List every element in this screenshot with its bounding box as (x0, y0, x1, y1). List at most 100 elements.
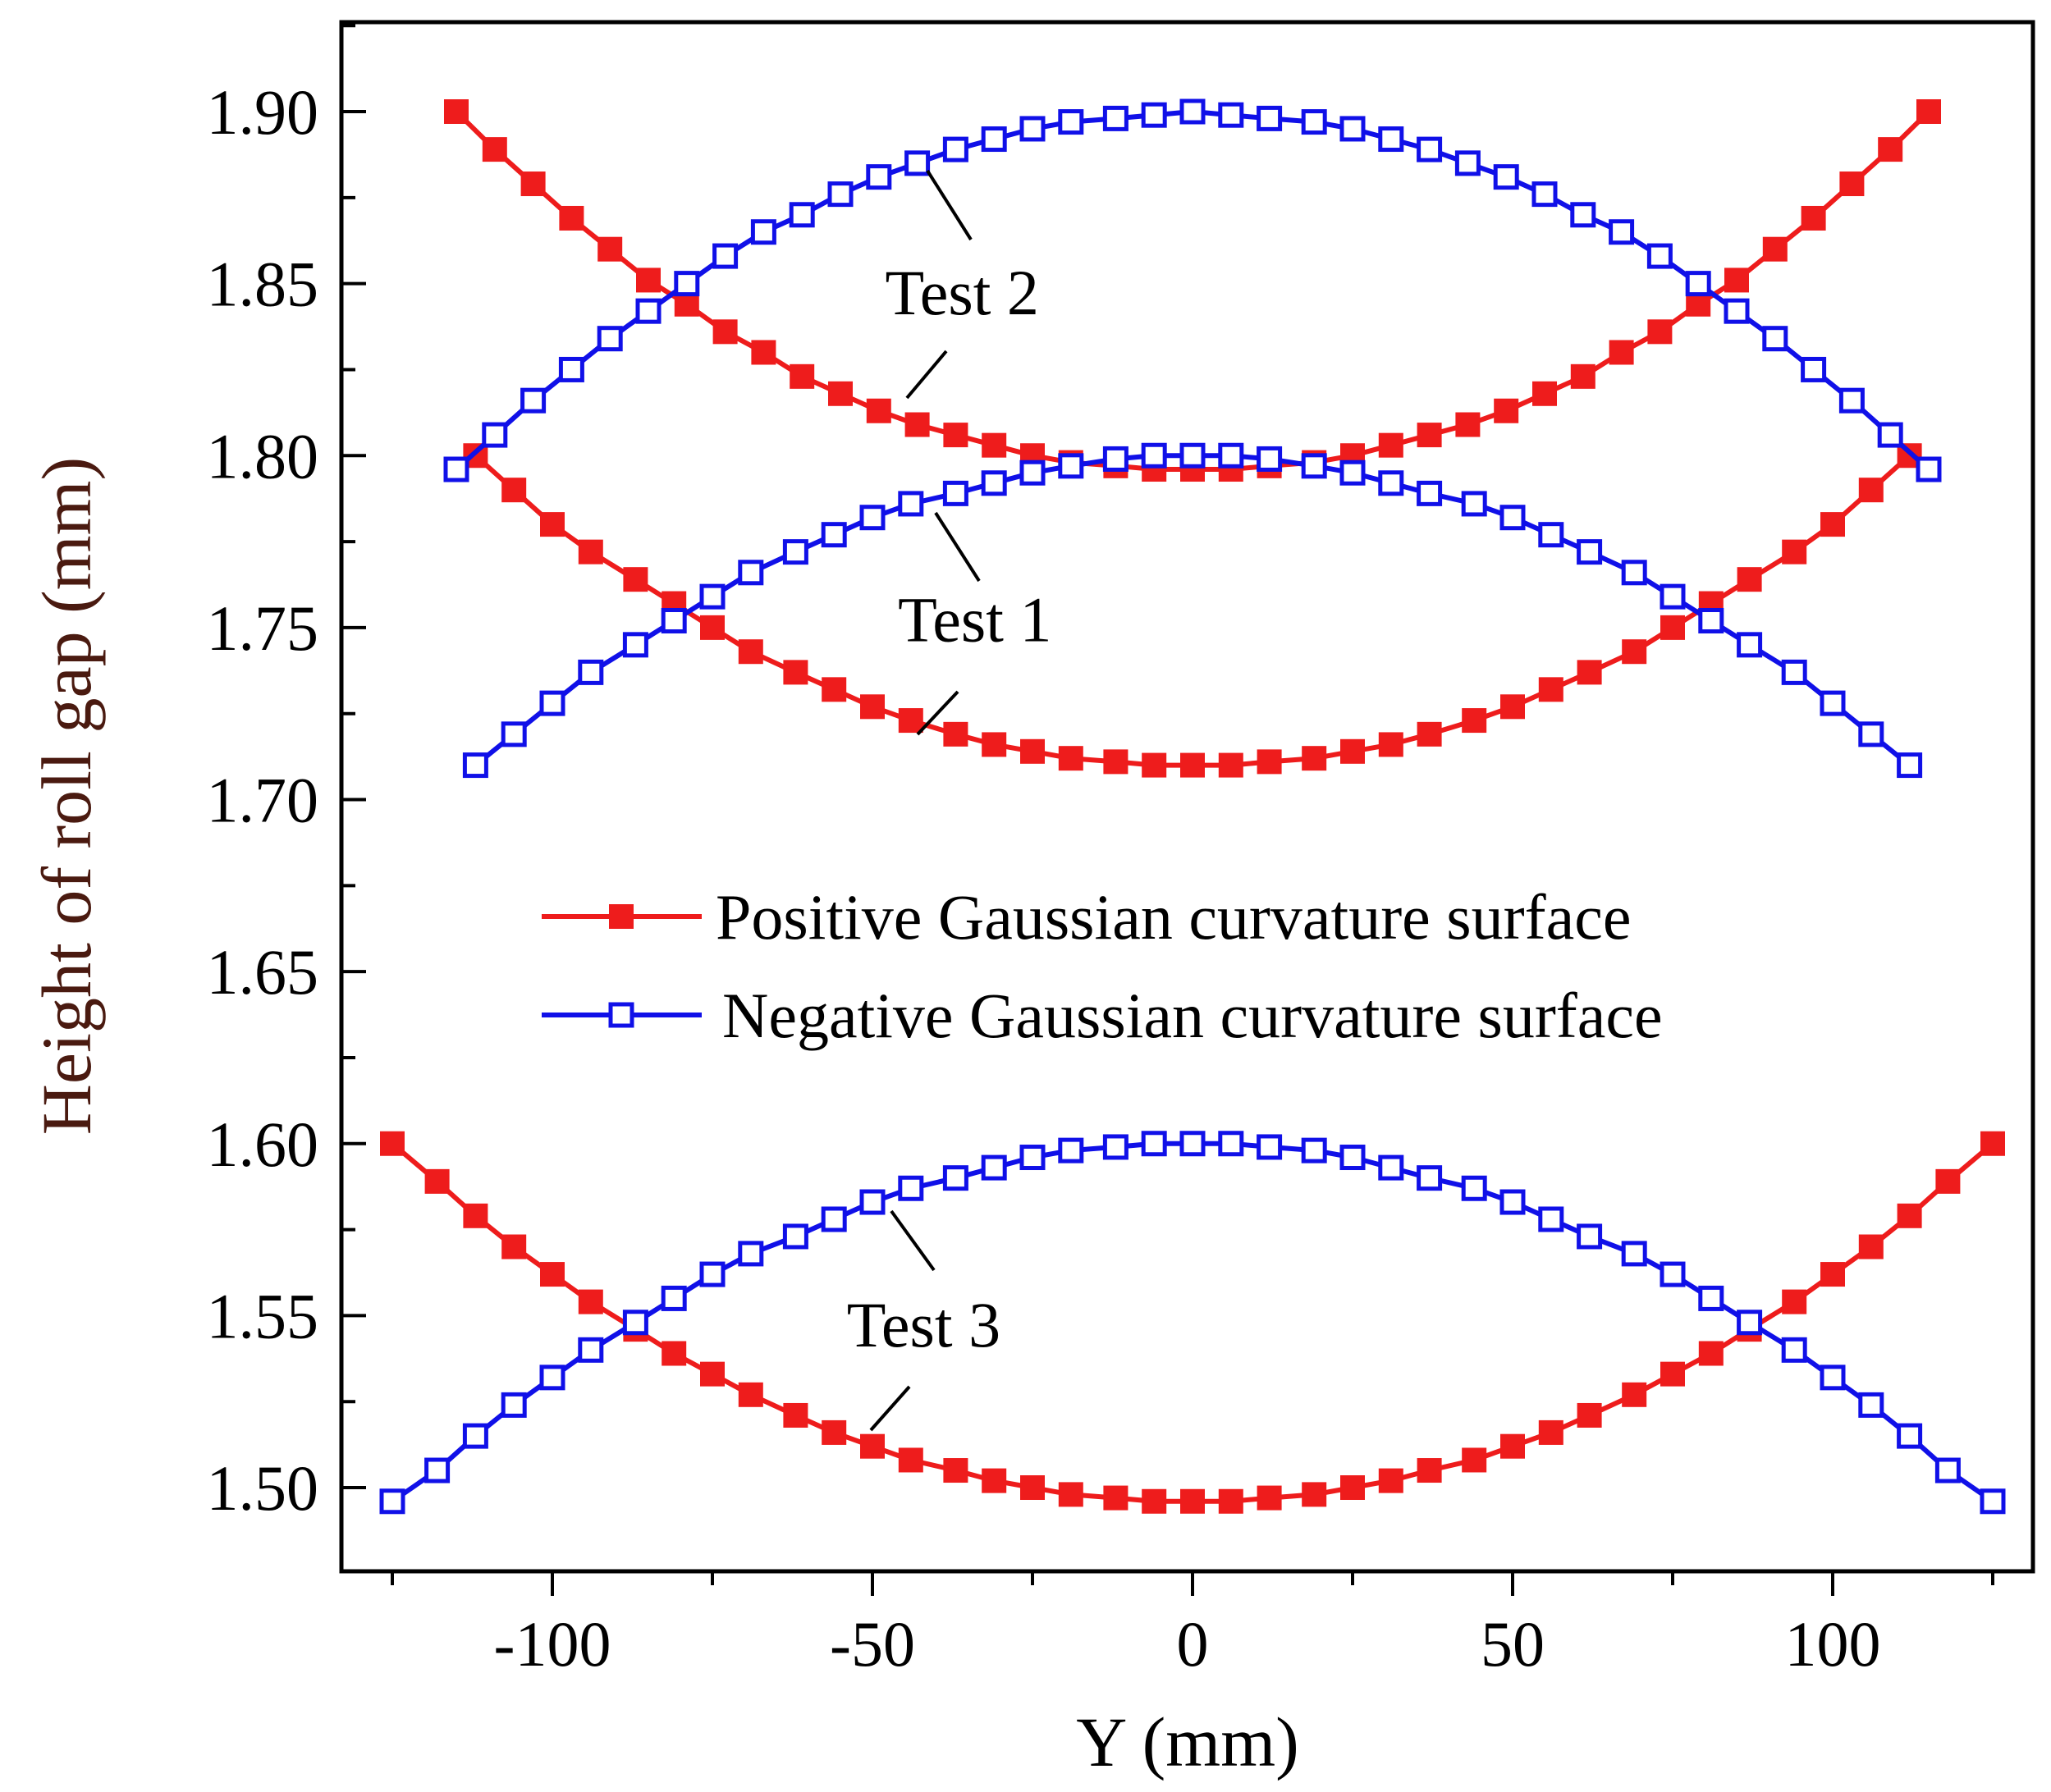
data-point (1570, 363, 1595, 389)
data-point (1218, 1131, 1244, 1157)
data-point (1577, 1223, 1603, 1250)
data-point (501, 1234, 527, 1259)
data-point (750, 219, 776, 245)
data-point (1103, 1485, 1129, 1511)
data-point (981, 1154, 1007, 1181)
data-point (1058, 453, 1084, 479)
y-tick-label: 1.80 (207, 420, 319, 491)
y-tick-label: 1.85 (207, 249, 319, 320)
data-point (1462, 708, 1487, 734)
data-point (578, 659, 604, 685)
data-point (821, 522, 847, 548)
data-point (789, 202, 815, 228)
annotation-2: Test 1 (898, 511, 1051, 736)
data-point (622, 632, 648, 658)
y-tick-label: 1.50 (207, 1452, 319, 1524)
data-point (700, 1361, 725, 1387)
data-point (1762, 236, 1788, 262)
minor-tick-group (341, 24, 1994, 1585)
data-point (1698, 1341, 1724, 1366)
data-point (1019, 459, 1046, 486)
data-point (1820, 1262, 1845, 1287)
data-point (898, 1447, 923, 1473)
data-point (822, 677, 847, 702)
data-point (1058, 746, 1083, 771)
data-point (1532, 381, 1557, 406)
data-point (1724, 267, 1749, 293)
data-point (942, 136, 968, 162)
data-point (1935, 1168, 1961, 1194)
data-point (1531, 181, 1558, 208)
y-tick-label: 1.70 (207, 765, 319, 836)
data-point (1781, 1337, 1807, 1363)
data-point (1257, 446, 1283, 472)
x-tick-label: -50 (830, 1608, 915, 1680)
data-point (828, 381, 853, 406)
data-point (1378, 432, 1403, 458)
data-point (424, 1168, 450, 1194)
y-tick-label: 1.90 (207, 76, 319, 148)
data-point (1897, 752, 1923, 779)
data-point (712, 243, 739, 269)
data-point (866, 398, 891, 423)
annotation-group: Test 2 Test 1 Test 3 (847, 169, 1051, 1432)
data-point (462, 1423, 488, 1449)
data-point (1500, 694, 1525, 720)
data-point (1762, 326, 1788, 352)
y-axis-title: Height of roll gap (mm) (27, 457, 106, 1135)
data-point (943, 423, 968, 448)
data-point (981, 470, 1007, 496)
data-point (943, 721, 968, 747)
data-point (1858, 1392, 1884, 1418)
annotation-leader-line (934, 511, 981, 583)
data-point (444, 99, 469, 124)
data-point (860, 694, 885, 720)
x-tick-label: 50 (1481, 1608, 1545, 1680)
data-point (1462, 1447, 1487, 1473)
data-point (1218, 1488, 1243, 1514)
y-tick-label: 1.60 (207, 1109, 319, 1180)
data-point (943, 1458, 968, 1483)
data-point (942, 480, 968, 506)
series-negative (379, 1131, 2006, 1515)
data-point (1454, 150, 1481, 176)
data-point (380, 1131, 405, 1156)
data-point (578, 1289, 603, 1314)
data-point (782, 1223, 808, 1250)
data-point (482, 422, 508, 448)
data-point (1179, 442, 1206, 469)
data-point (443, 456, 469, 482)
legend-marker-positive (609, 904, 634, 929)
legend-marker-negative (608, 1002, 634, 1028)
data-point (1455, 412, 1481, 437)
data-point (1493, 164, 1519, 190)
data-point (1538, 1206, 1564, 1232)
data-point (623, 567, 648, 592)
x-tick-label: 0 (1177, 1608, 1209, 1680)
data-point (424, 1457, 451, 1483)
data-point (1838, 387, 1865, 414)
data-point (558, 356, 584, 382)
data-point (1577, 1402, 1602, 1428)
data-point (904, 412, 930, 437)
data-point (1609, 340, 1634, 365)
data-point (1218, 752, 1243, 778)
data-point (1980, 1131, 2005, 1156)
y-tick-label: 1.55 (207, 1280, 319, 1351)
annotation-label: Test 3 (847, 1289, 1000, 1360)
x-axis-title: Y (mm) (1076, 1703, 1298, 1781)
data-point (1621, 560, 1647, 586)
data-point (738, 1241, 764, 1267)
data-point (1660, 1361, 1685, 1387)
data-point (1180, 752, 1205, 778)
data-point (1820, 512, 1845, 537)
data-point (1180, 1488, 1205, 1514)
data-point (859, 1189, 886, 1215)
data-point (1499, 505, 1526, 531)
data-point (1698, 607, 1724, 633)
data-point (1102, 105, 1129, 131)
data-point (1782, 1289, 1807, 1314)
data-point (1019, 116, 1046, 142)
data-point (1378, 470, 1404, 496)
